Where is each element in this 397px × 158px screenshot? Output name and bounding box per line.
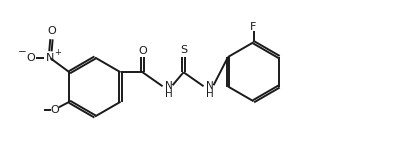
Text: H: H bbox=[206, 89, 214, 99]
Text: O: O bbox=[138, 46, 147, 56]
Text: O: O bbox=[47, 26, 56, 36]
Text: N: N bbox=[206, 81, 214, 91]
Text: −: − bbox=[18, 47, 27, 57]
Text: N: N bbox=[165, 81, 173, 91]
Text: +: + bbox=[54, 48, 62, 57]
Text: O: O bbox=[27, 53, 35, 63]
Text: F: F bbox=[251, 22, 257, 32]
Text: H: H bbox=[165, 89, 173, 99]
Text: N: N bbox=[46, 53, 55, 63]
Text: O: O bbox=[50, 105, 59, 115]
Text: S: S bbox=[180, 45, 187, 55]
